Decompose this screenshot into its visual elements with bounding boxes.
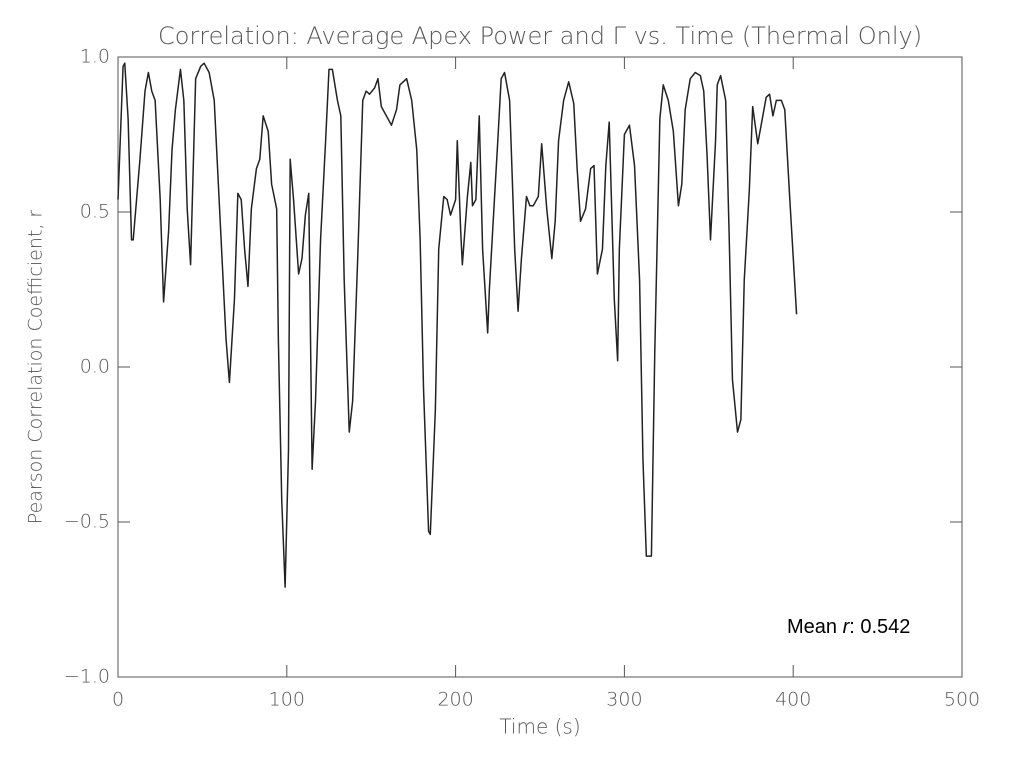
y-tick-label: 0.5 bbox=[80, 201, 110, 223]
annotation-symbol: r bbox=[843, 616, 851, 638]
x-tick-label: 300 bbox=[606, 689, 642, 711]
annotation-prefix: Mean bbox=[787, 616, 843, 638]
data-line bbox=[117, 62, 798, 588]
annotation: Mean r: 0.542 bbox=[787, 616, 910, 638]
chart-title: Correlation: Average Apex Power and Γ vs… bbox=[158, 22, 922, 50]
y-tick-label: 0.0 bbox=[80, 356, 110, 378]
y-tick-label: −1.0 bbox=[64, 666, 110, 688]
x-axis-label: Time (s) bbox=[499, 715, 580, 739]
y-tick-label: 1.0 bbox=[80, 46, 110, 68]
x-tick-label: 100 bbox=[269, 689, 305, 711]
y-tick-label: −0.5 bbox=[64, 511, 110, 533]
x-tick-label: 200 bbox=[437, 689, 473, 711]
annotation-value: : 0.542 bbox=[849, 616, 910, 638]
x-tick-label: 400 bbox=[775, 689, 811, 711]
x-tick-label: 500 bbox=[944, 689, 980, 711]
plot-frame bbox=[117, 56, 963, 678]
x-tick-label: 0 bbox=[112, 689, 124, 711]
y-axis-label: Pearson Correlation Coefficient, r bbox=[25, 210, 47, 525]
